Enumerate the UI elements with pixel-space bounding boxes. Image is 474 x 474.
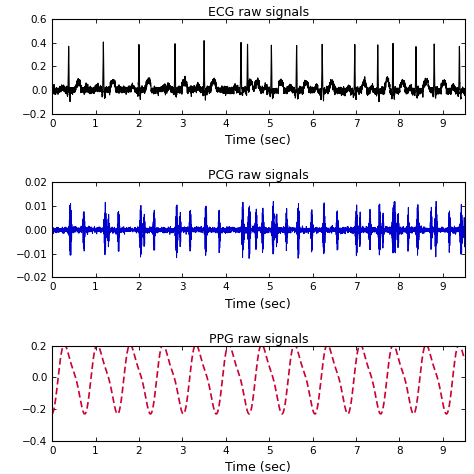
Title: ECG raw signals: ECG raw signals bbox=[208, 6, 309, 19]
Title: PCG raw signals: PCG raw signals bbox=[208, 169, 309, 182]
Title: PPG raw signals: PPG raw signals bbox=[209, 333, 308, 346]
X-axis label: Time (sec): Time (sec) bbox=[226, 135, 291, 147]
X-axis label: Time (sec): Time (sec) bbox=[226, 461, 291, 474]
X-axis label: Time (sec): Time (sec) bbox=[226, 298, 291, 311]
